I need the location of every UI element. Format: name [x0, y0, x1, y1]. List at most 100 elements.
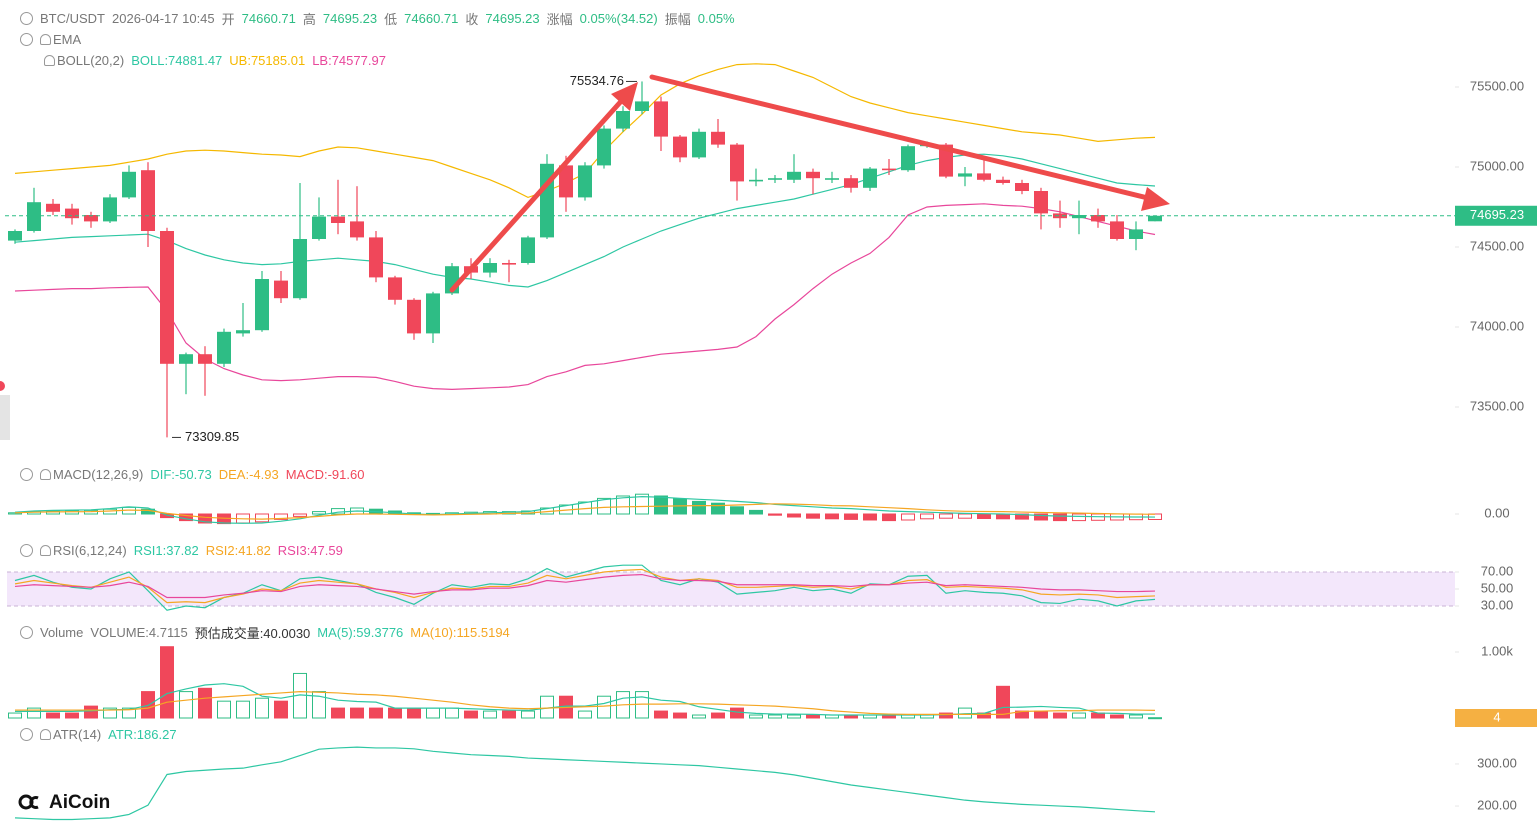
legend-entry: RSI2:41.82 — [205, 542, 271, 558]
indicator-line — [14, 564, 1156, 611]
toggle-icon[interactable] — [20, 32, 33, 46]
low-annotation: 73309.85 — [185, 429, 239, 444]
macd-row: MACD(12,26,9) DIF:-50.73 DEA:-4.93 MACD:-9… — [20, 465, 364, 483]
macd-bar — [977, 513, 991, 519]
candle-body — [179, 354, 193, 364]
candle-body — [1015, 183, 1029, 191]
candle-body — [1034, 191, 1048, 214]
macd-bar — [654, 495, 668, 515]
candle-body — [863, 168, 877, 188]
y-tick-label: 200.00 — [1477, 797, 1517, 812]
candle-body — [1148, 215, 1162, 222]
volume-bar — [1072, 712, 1086, 719]
toggle-icon[interactable] — [20, 543, 33, 557]
candle-body — [1091, 215, 1105, 222]
volume-bar — [236, 700, 250, 719]
macd-bar — [787, 513, 801, 518]
indicator-line — [14, 495, 1156, 524]
candle-body — [768, 178, 782, 180]
macd-bar — [730, 506, 744, 515]
macd-bar — [825, 513, 839, 520]
candle-body — [635, 101, 649, 111]
macd-bar — [198, 513, 212, 524]
y-tick-label: 75500.00 — [1470, 78, 1524, 93]
indicator-line — [15, 683, 1156, 716]
macd-bar — [616, 495, 630, 515]
candle-body — [1072, 215, 1086, 219]
side-dot — [0, 381, 5, 391]
volume-tag-label: 4 — [1493, 709, 1500, 724]
macd-bar — [293, 513, 307, 517]
volume-bar — [711, 712, 725, 719]
volume-bar — [578, 710, 592, 719]
legend-entry: DIF:-50.73 — [150, 466, 212, 482]
volume-bar — [749, 714, 763, 719]
value: 74695.23 — [322, 10, 378, 26]
volume-bar — [331, 707, 345, 719]
label: 收 — [465, 11, 479, 27]
bell-icon[interactable] — [40, 544, 51, 556]
volume-bar — [502, 710, 516, 719]
volume-bar — [312, 691, 326, 719]
y-tick-label: 50.00 — [1481, 580, 1514, 595]
macd-bar — [958, 513, 972, 519]
macd-bar — [882, 513, 896, 522]
symbol: BTC/USDT — [40, 10, 105, 26]
toggle-icon[interactable] — [20, 11, 33, 25]
legend-entry: MACD:-91.60 — [285, 466, 365, 482]
arrow-head — [1141, 187, 1170, 211]
side-handle[interactable] — [0, 395, 10, 440]
candle-body — [65, 208, 79, 219]
atr-row: ATR(14) ATR:186.27 — [20, 725, 177, 743]
volume-bar — [521, 710, 535, 719]
toggle-icon[interactable] — [20, 625, 33, 639]
legend-entry: BOLL:74881.47 — [131, 52, 223, 68]
candle-body — [312, 216, 326, 239]
macd-bar — [920, 513, 934, 520]
legend-entry: LB:74577.97 — [312, 52, 386, 68]
y-tick-label: 300.00 — [1477, 755, 1517, 770]
toggle-icon[interactable] — [20, 727, 33, 741]
candle-body — [958, 173, 972, 177]
bell-icon[interactable] — [40, 33, 51, 45]
candle-body — [331, 216, 345, 223]
legend-entry: RSI1:37.82 — [133, 542, 199, 558]
volume-bar — [388, 707, 402, 719]
candle-body — [502, 263, 516, 265]
volume-bar — [160, 646, 174, 719]
toggle-icon[interactable] — [20, 467, 33, 481]
legend-entry: UB:75185.01 — [229, 52, 306, 68]
volume-bar — [179, 691, 193, 719]
volume-bar — [350, 707, 364, 719]
macd-bar — [692, 500, 706, 515]
macd-bar — [1053, 513, 1067, 522]
y-tick-label: 73500.00 — [1470, 398, 1524, 413]
candle-body — [255, 279, 269, 331]
bell-icon[interactable] — [40, 468, 51, 480]
trend-arrows — [449, 74, 1170, 293]
value: 0.05% — [697, 10, 735, 26]
candle-body — [559, 165, 573, 198]
bell-icon[interactable] — [40, 728, 51, 740]
candle-body — [369, 237, 383, 278]
candle-body — [198, 354, 212, 364]
y-tick-label: 30.00 — [1481, 597, 1514, 612]
macd-bar — [274, 513, 288, 520]
candle-body — [46, 203, 60, 212]
volume-bar — [426, 707, 440, 719]
bell-icon[interactable] — [44, 54, 55, 66]
indicator-line — [15, 690, 1156, 715]
volume-bar — [996, 685, 1010, 719]
volume-bar — [730, 707, 744, 719]
value: 74660.71 — [241, 10, 296, 26]
macd-bar — [1072, 513, 1086, 522]
candle-body — [103, 197, 117, 222]
macd-bar — [312, 511, 326, 515]
high-annotation: 75534.76 — [570, 73, 624, 88]
candle-body — [274, 280, 288, 299]
candle-body — [844, 178, 858, 188]
indicator-label: BOLL(20,2) — [57, 52, 125, 68]
candle-body — [806, 171, 820, 179]
volume-bar — [939, 712, 953, 719]
